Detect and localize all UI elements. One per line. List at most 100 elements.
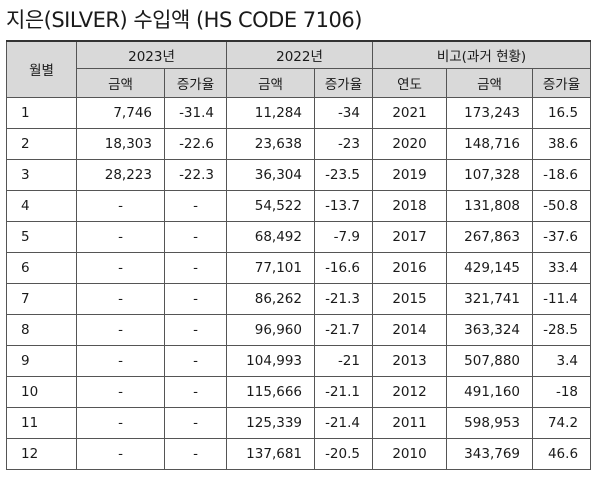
cell-amount-past: 148,716 <box>446 127 533 160</box>
cell-month: 5 <box>6 220 77 253</box>
cell-growth-past: 16.5 <box>531 96 592 129</box>
cell-growth-2022: -16.6 <box>314 251 373 284</box>
cell-growth-past: -50.8 <box>531 189 592 222</box>
cell-amount-2023: 18,303 <box>76 127 165 160</box>
table-row: 5- -68,492 -7.9 2017 267,863 -37.6 <box>6 220 592 253</box>
table-row: 6- -77,101 -16.6 2016 429,145 33.4 <box>6 251 592 284</box>
table-row: 10- -115,666 -21.1 2012 491,160 -18 <box>6 375 592 408</box>
cell-amount-past: 507,880 <box>446 344 533 377</box>
cell-year: 2015 <box>372 282 447 315</box>
cell-amount-2023: 7,746 <box>76 96 165 129</box>
cell-amount-2023: - <box>76 313 165 346</box>
cell-month: 1 <box>6 96 77 129</box>
cell-month: 10 <box>6 375 77 408</box>
cell-growth-past: 74.2 <box>531 406 592 439</box>
cell-amount-past: 429,145 <box>446 251 533 284</box>
cell-growth-2023: -22.3 <box>164 158 227 191</box>
cell-amount-past: 598,953 <box>446 406 533 439</box>
header-year: 연도 <box>372 67 447 98</box>
cell-amount-2022: 77,101 <box>226 251 315 284</box>
cell-growth-2022: -20.5 <box>314 437 373 470</box>
silver-import-table: 월별 2023년 2022년 비고(과거 현황) 금액 증가율 금액 증가율 연… <box>6 40 592 470</box>
cell-growth-2023: - <box>164 313 227 346</box>
table-row: 3 28,223 -22.3 36,304 -23.5 2019 107,328 -18.6 <box>6 158 592 191</box>
cell-month: 9 <box>6 344 77 377</box>
cell-amount-past: 343,769 <box>446 437 533 470</box>
header-month: 월별 <box>6 40 77 98</box>
cell-amount-2023: - <box>76 282 165 315</box>
header-amount-2022: 금액 <box>226 67 315 98</box>
cell-amount-past: 173,243 <box>446 96 533 129</box>
header-growth-2022: 증가율 <box>314 67 373 98</box>
table-row: 4- -54,522 -13.7 2018 131,808 -50.8 <box>6 189 592 222</box>
cell-year: 2016 <box>372 251 447 284</box>
cell-month: 8 <box>6 313 77 346</box>
table-row: 7- -86,262 -21.3 2015 321,741 -11.4 <box>6 282 592 315</box>
cell-amount-2022: 23,638 <box>226 127 315 160</box>
page-title: 지은(SILVER) 수입액 (HS CODE 7106) <box>6 8 362 32</box>
cell-year: 2014 <box>372 313 447 346</box>
cell-amount-2023: 28,223 <box>76 158 165 191</box>
cell-year: 2011 <box>372 406 447 439</box>
cell-amount-2022: 11,284 <box>226 96 315 129</box>
cell-growth-2023: - <box>164 251 227 284</box>
cell-year: 2021 <box>372 96 447 129</box>
cell-amount-2023: - <box>76 189 165 222</box>
cell-year: 2012 <box>372 375 447 408</box>
cell-amount-2022: 68,492 <box>226 220 315 253</box>
cell-amount-2022: 137,681 <box>226 437 315 470</box>
table-row: 9- -104,993 -21 2013 507,880 3.4 <box>6 344 592 377</box>
cell-growth-2022: -23 <box>314 127 373 160</box>
cell-growth-2023: -22.6 <box>164 127 227 160</box>
cell-amount-2022: 36,304 <box>226 158 315 191</box>
cell-growth-past: -11.4 <box>531 282 592 315</box>
cell-amount-past: 267,863 <box>446 220 533 253</box>
table-row: 12- -137,681 -20.5 2010 343,769 46.6 <box>6 437 592 470</box>
cell-growth-2023: - <box>164 344 227 377</box>
cell-growth-2023: - <box>164 437 227 470</box>
cell-year: 2019 <box>372 158 447 191</box>
cell-growth-2023: - <box>164 375 227 408</box>
cell-amount-past: 107,328 <box>446 158 533 191</box>
cell-growth-2023: - <box>164 220 227 253</box>
cell-amount-2022: 104,993 <box>226 344 315 377</box>
cell-amount-2022: 96,960 <box>226 313 315 346</box>
cell-growth-2022: -21 <box>314 344 373 377</box>
cell-growth-2023: - <box>164 189 227 222</box>
cell-growth-2022: -21.1 <box>314 375 373 408</box>
cell-amount-2023: - <box>76 437 165 470</box>
cell-growth-past: -28.5 <box>531 313 592 346</box>
cell-year: 2013 <box>372 344 447 377</box>
cell-month: 11 <box>6 406 77 439</box>
cell-growth-2022: -7.9 <box>314 220 373 253</box>
table-row: 11- -125,339 -21.4 2011 598,953 74.2 <box>6 406 592 439</box>
cell-growth-2023: -31.4 <box>164 96 227 129</box>
cell-growth-past: 38.6 <box>531 127 592 160</box>
cell-month: 12 <box>6 437 77 470</box>
cell-month: 3 <box>6 158 77 191</box>
cell-amount-2022: 115,666 <box>226 375 315 408</box>
header-compare: 비고(과거 현황) <box>371 40 592 69</box>
cell-growth-2022: -23.5 <box>314 158 373 191</box>
cell-year: 2018 <box>372 189 447 222</box>
cell-amount-2023: - <box>76 344 165 377</box>
cell-amount-2022: 125,339 <box>226 406 315 439</box>
cell-growth-past: -37.6 <box>531 220 592 253</box>
cell-amount-2023: - <box>76 251 165 284</box>
cell-amount-2023: - <box>76 375 165 408</box>
cell-growth-past: 33.4 <box>531 251 592 284</box>
table-row: 2 18,303 -22.6 23,638 -23 2020 148,716 38.6 <box>6 127 592 160</box>
cell-amount-2023: - <box>76 406 165 439</box>
cell-growth-2022: -21.3 <box>314 282 373 315</box>
cell-month: 7 <box>6 282 77 315</box>
cell-year: 2017 <box>372 220 447 253</box>
cell-month: 2 <box>6 127 77 160</box>
cell-growth-past: 3.4 <box>531 344 592 377</box>
cell-growth-past: -18 <box>531 375 592 408</box>
cell-amount-2023: - <box>76 220 165 253</box>
cell-year: 2010 <box>372 437 447 470</box>
header-growth-2023: 증가율 <box>164 67 227 98</box>
cell-growth-2023: - <box>164 406 227 439</box>
cell-growth-2023: - <box>164 282 227 315</box>
cell-amount-past: 131,808 <box>446 189 533 222</box>
